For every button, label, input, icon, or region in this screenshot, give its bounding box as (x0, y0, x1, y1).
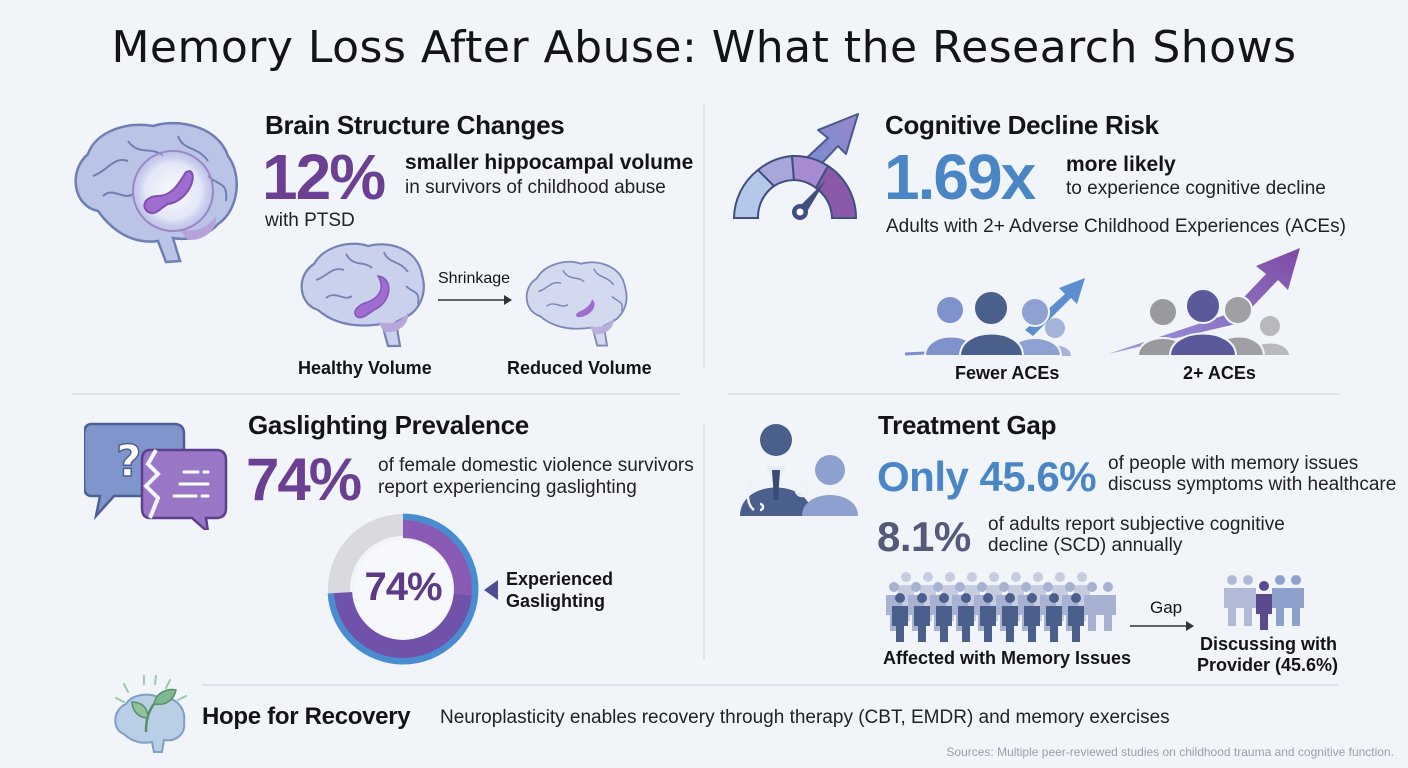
cognitive-decline-stat: 1.69x (884, 141, 1036, 213)
reduced-volume-label: Reduced Volume (507, 358, 652, 378)
shrinkage-arrow-icon (438, 294, 512, 306)
brain-stat-line1: smaller hippocampal volume (405, 151, 694, 174)
healthy-brain-icon (296, 240, 428, 348)
page-title: Memory Loss After Abuse: What the Resear… (111, 22, 1297, 73)
discussing-label-line2: Provider (45.6%) (1197, 655, 1339, 675)
more-aces-label: 2+ ACEs (1183, 363, 1256, 383)
reduced-brain-icon (522, 258, 630, 348)
small-group-icon (1222, 574, 1308, 630)
gaslighting-stat-line2: report experiencing gaslighting (378, 477, 637, 498)
scd-stat-line2: decline (SCD) annually (988, 535, 1183, 556)
brain-structure-stat: 12% (262, 141, 386, 213)
divider-vertical-bottom (703, 425, 705, 660)
fewer-aces-people-icon (905, 272, 1090, 356)
divider-right (728, 393, 1340, 395)
divider-vertical-top (703, 105, 705, 367)
brain-magnified-icon (68, 116, 243, 266)
crowd-icon (884, 572, 1116, 642)
treatment-gap-heading: Treatment Gap (878, 410, 1057, 440)
recovery-heading: Hope for Recovery (202, 703, 411, 730)
gauge-arrow-icon (728, 108, 863, 223)
cognitive-decline-heading: Cognitive Decline Risk (885, 110, 1159, 140)
healthy-volume-label: Healthy Volume (298, 358, 432, 378)
more-aces-people-icon (1108, 244, 1308, 356)
recovery-text: Neuroplasticity enables recovery through… (440, 707, 1170, 728)
brain-sprout-icon (106, 672, 196, 754)
brain-structure-heading: Brain Structure Changes (265, 110, 565, 140)
donut-label-line2: Gaslighting (506, 591, 605, 611)
gaslighting-stat-line1: of female domestic violence survivors (378, 455, 694, 476)
doctor-patient-icon (736, 418, 860, 516)
cognitive-stat-line1: more likely (1066, 153, 1176, 176)
divider-bottom (202, 684, 1338, 686)
aces-subtitle: Adults with 2+ Adverse Childhood Experie… (886, 216, 1346, 237)
cognitive-stat-line2: to experience cognitive decline (1066, 178, 1326, 199)
sources-note: Sources: Multiple peer-reviewed studies … (946, 745, 1394, 759)
discussing-label-line1: Discussing with (1200, 634, 1338, 654)
scd-stat-line1: of adults report subjective cognitive (988, 514, 1285, 535)
shrinkage-label: Shrinkage (438, 270, 511, 287)
treatment-gap-stat: Only 45.6% (877, 453, 1097, 500)
donut-center-value: 74% (364, 565, 442, 609)
gaslighting-stat: 74% (246, 446, 362, 513)
divider-left (72, 393, 680, 395)
treatment-stat-line1: of people with memory issues (1108, 453, 1359, 474)
gap-label: Gap (1150, 598, 1183, 617)
gaslighting-donut-chart: 74% (326, 512, 480, 666)
scd-stat: 8.1% (877, 513, 971, 560)
gap-arrow-icon (1130, 620, 1194, 632)
brain-stat-line3: with PTSD (265, 210, 355, 231)
gaslighting-heading: Gaslighting Prevalence (248, 410, 529, 440)
affected-label: Affected with Memory Issues (883, 648, 1132, 668)
brain-stat-line2: in survivors of childhood abuse (405, 177, 666, 198)
fewer-aces-label: Fewer ACEs (955, 363, 1060, 383)
svg-text:?: ? (116, 436, 142, 487)
speech-bubbles-icon: ? (84, 420, 229, 530)
treatment-stat-line2: discuss symptoms with healthcare (1108, 474, 1397, 495)
donut-label-line1: Experienced (506, 569, 614, 589)
pointer-triangle-icon (484, 580, 498, 600)
